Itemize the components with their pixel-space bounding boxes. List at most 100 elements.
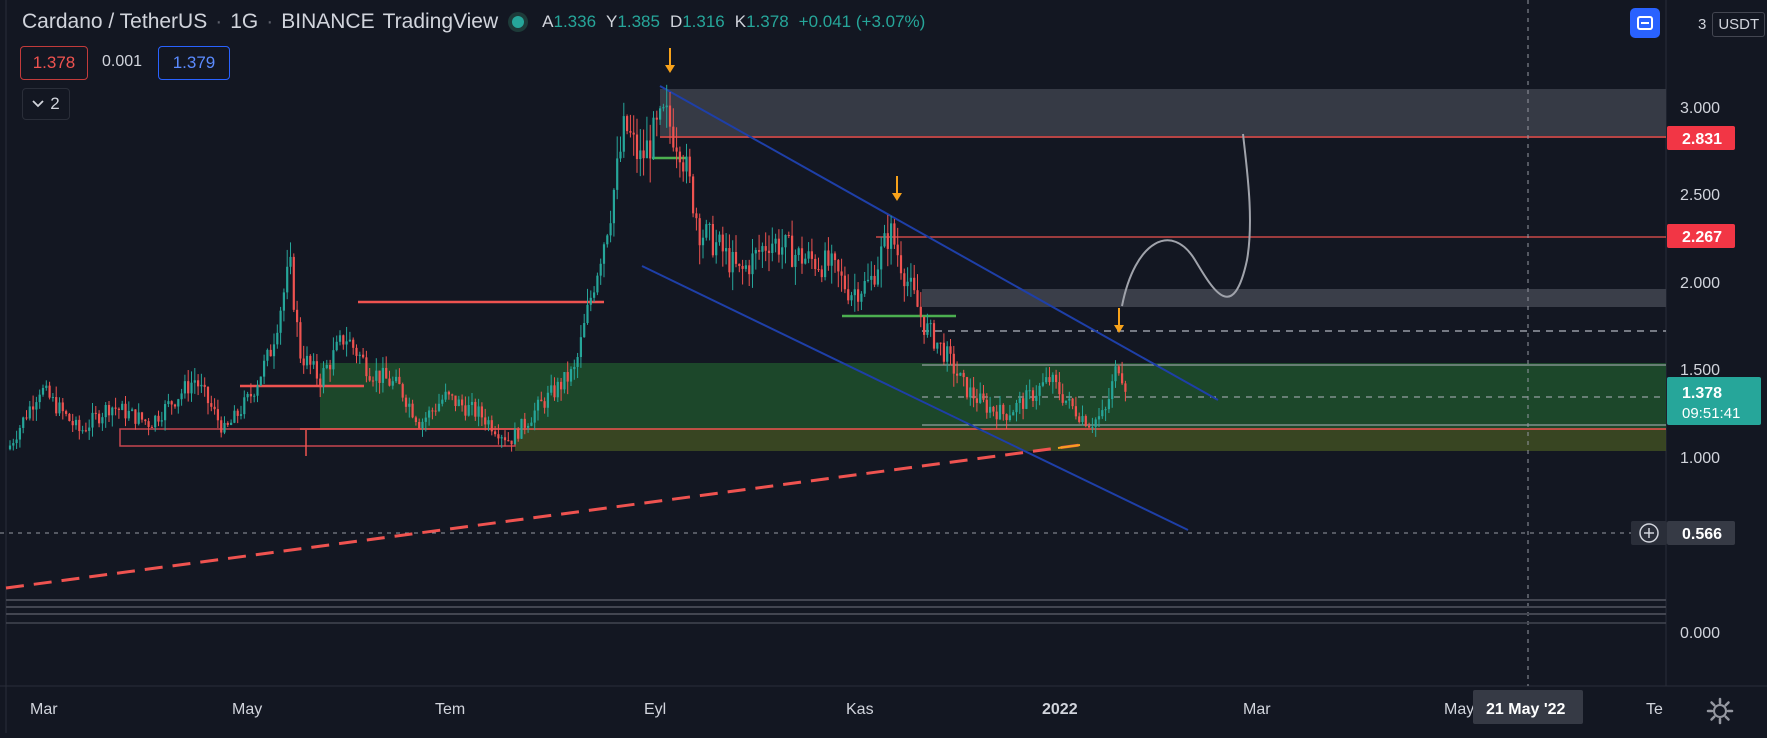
candle-body: [685, 156, 688, 172]
sell-button[interactable]: 1.378: [20, 46, 88, 80]
resistance-zone[interactable]: [660, 89, 1666, 136]
candle-body: [626, 116, 629, 132]
candle-body: [230, 422, 233, 425]
candle-body: [507, 440, 510, 442]
candle-body: [329, 365, 332, 370]
price-tick: 2.000: [1680, 275, 1720, 292]
candle-body: [477, 406, 480, 417]
last-price-label[interactable]: 1.378 09:51:41: [1667, 377, 1761, 425]
candle-body: [1088, 426, 1091, 428]
projection-path[interactable]: [1121, 133, 1251, 307]
support-zone-low[interactable]: [515, 429, 1666, 451]
crosshair-time-label[interactable]: 21 May '22: [1473, 690, 1583, 724]
scale-controls[interactable]: 3 USDT: [1698, 10, 1766, 38]
candle-body: [263, 360, 266, 377]
candle-body: [652, 117, 655, 159]
candle-body: [358, 354, 361, 356]
candle-body: [1114, 366, 1117, 382]
legend-header[interactable]: Cardano / TetherUS · 1G · BINANCE Tradin…: [22, 8, 925, 36]
candle-body: [190, 382, 193, 394]
candle-body: [404, 397, 408, 407]
candle-body: [1025, 390, 1028, 409]
fullscreen-button[interactable]: [1630, 8, 1660, 38]
demand-zone[interactable]: [320, 363, 1666, 429]
candle-body: [800, 248, 804, 264]
crosshair-price-label[interactable]: 0.566: [1667, 521, 1735, 545]
add-alert-icon[interactable]: [1631, 521, 1667, 545]
price-label-2831[interactable]: 2.831: [1667, 126, 1735, 150]
candle-body: [533, 410, 536, 423]
market-status-icon[interactable]: [512, 16, 525, 28]
candle-body: [216, 409, 219, 421]
candle-body: [662, 107, 665, 109]
candle-body: [223, 422, 226, 433]
candle-body: [807, 251, 810, 259]
candle-body: [332, 350, 335, 370]
candle-body: [121, 403, 124, 410]
indicators-count: 2: [50, 94, 60, 113]
supply-zone[interactable]: [922, 289, 1666, 307]
candle-body: [345, 341, 348, 345]
candle-body: [157, 415, 160, 422]
candle-body: [395, 376, 398, 382]
symbol-name[interactable]: Cardano / TetherUS: [22, 10, 208, 33]
gear-icon[interactable]: [1706, 697, 1734, 725]
candle-body: [500, 437, 503, 439]
candle-body: [1111, 381, 1114, 400]
candle-body: [319, 378, 322, 387]
candle-body: [1018, 398, 1021, 403]
candle-body: [61, 402, 64, 412]
down-arrow-icon: [1114, 308, 1124, 333]
candle-body: [451, 394, 454, 396]
buy-button[interactable]: 1.379: [158, 46, 230, 80]
candle-body: [239, 414, 243, 416]
candle-body: [731, 251, 734, 273]
chevron-down-icon: [32, 100, 44, 108]
candle-body: [969, 387, 972, 398]
interval-label[interactable]: 1G: [230, 10, 259, 33]
candle-body: [296, 309, 299, 323]
candle-body: [899, 255, 903, 274]
candle-body: [494, 431, 497, 435]
candle-body: [272, 344, 276, 357]
candle-body: [923, 316, 926, 335]
candle-body: [688, 156, 691, 177]
price-tick: 3.000: [1680, 100, 1720, 117]
candle-body: [939, 342, 942, 344]
channel-upper-line[interactable]: [659, 85, 1219, 401]
indicators-toggle-button[interactable]: 2: [22, 88, 70, 120]
candle-body: [804, 258, 807, 264]
candle-body: [1058, 382, 1061, 395]
candle-body: [909, 277, 912, 282]
candle-body: [870, 275, 873, 280]
candle-body: [134, 409, 137, 424]
high-value: 1.385: [617, 12, 660, 31]
candle-body: [154, 415, 157, 428]
candle-body: [342, 335, 345, 345]
channel-lower-line[interactable]: [641, 265, 1189, 531]
high-label: Y: [606, 12, 618, 31]
candle-body: [15, 439, 18, 444]
candle-body: [579, 337, 582, 358]
ohlc-values: A1.336 Y1.385 D1.316 K1.378 +0.041 (+3.0…: [542, 12, 925, 32]
candle-body: [210, 403, 213, 407]
candle-body: [695, 213, 698, 219]
candle-body: [391, 381, 394, 386]
candle-body: [665, 105, 668, 108]
candle-body: [708, 224, 711, 226]
spread-value: 0.001: [101, 53, 143, 70]
support-zone-left[interactable]: [119, 428, 516, 447]
price-label-2267[interactable]: 2.267: [1667, 224, 1735, 248]
candle-body: [243, 397, 246, 415]
separator-dot: ·: [266, 10, 274, 33]
currency-unit-button[interactable]: USDT: [1712, 11, 1766, 37]
candle-body: [777, 238, 780, 255]
candle-body: [566, 372, 569, 382]
candle-body: [503, 437, 507, 441]
candle-body: [1045, 377, 1048, 383]
rising-trendline[interactable]: [5, 443, 1081, 590]
candle-body: [88, 427, 91, 431]
candle-body: [266, 349, 269, 361]
